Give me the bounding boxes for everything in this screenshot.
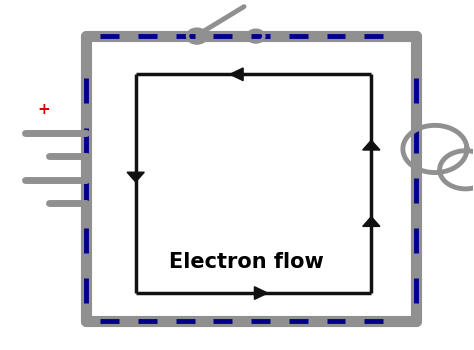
Text: +: + (37, 102, 50, 117)
Polygon shape (363, 140, 380, 150)
Polygon shape (255, 287, 268, 299)
Text: Electron flow: Electron flow (169, 252, 324, 272)
Polygon shape (363, 217, 380, 226)
Polygon shape (230, 68, 243, 80)
Polygon shape (127, 172, 144, 182)
